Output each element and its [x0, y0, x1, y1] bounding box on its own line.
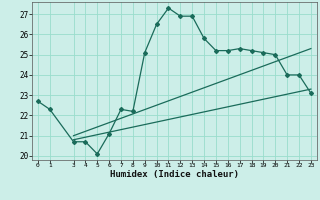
X-axis label: Humidex (Indice chaleur): Humidex (Indice chaleur) — [110, 170, 239, 179]
